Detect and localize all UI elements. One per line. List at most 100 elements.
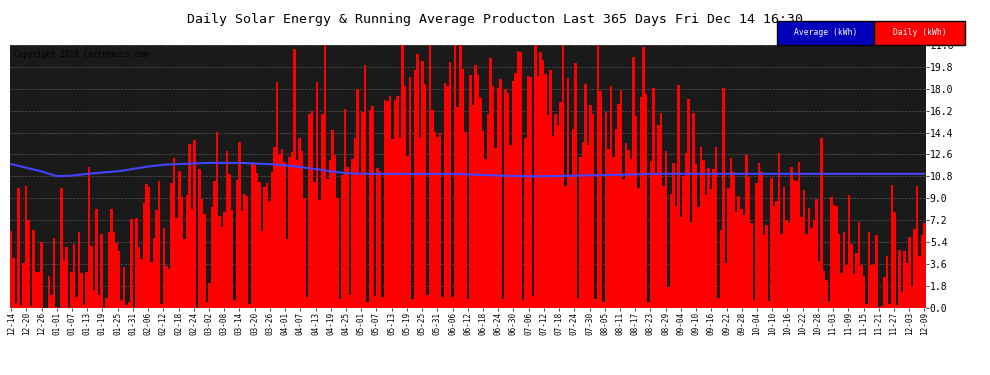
Bar bbox=[509, 145, 512, 308]
Bar bbox=[40, 242, 43, 308]
Bar bbox=[484, 159, 487, 308]
Bar bbox=[499, 79, 502, 308]
Bar bbox=[454, 45, 456, 308]
Bar bbox=[316, 82, 319, 308]
Bar bbox=[903, 251, 906, 308]
Bar bbox=[244, 194, 246, 308]
Bar bbox=[344, 109, 346, 308]
Bar bbox=[193, 140, 196, 308]
Bar bbox=[594, 299, 597, 307]
Bar bbox=[273, 147, 276, 308]
Bar bbox=[540, 52, 542, 308]
Bar bbox=[286, 239, 288, 308]
Bar bbox=[918, 256, 921, 307]
Bar bbox=[838, 234, 841, 308]
Bar bbox=[680, 217, 682, 308]
Bar bbox=[800, 217, 803, 308]
Bar bbox=[50, 295, 52, 307]
Bar bbox=[216, 132, 218, 308]
Bar bbox=[923, 223, 926, 308]
Bar bbox=[708, 168, 710, 308]
Bar bbox=[88, 167, 90, 308]
Bar bbox=[605, 112, 607, 308]
Bar bbox=[670, 194, 672, 308]
Bar bbox=[649, 161, 652, 308]
Bar bbox=[163, 228, 165, 308]
Bar bbox=[607, 150, 610, 308]
Bar bbox=[913, 229, 916, 308]
Bar bbox=[908, 237, 911, 308]
Bar bbox=[126, 305, 128, 308]
Bar bbox=[675, 206, 677, 308]
Bar bbox=[389, 96, 391, 308]
Bar bbox=[765, 225, 767, 308]
Bar bbox=[411, 299, 414, 307]
Bar bbox=[353, 138, 356, 308]
Bar bbox=[893, 212, 896, 308]
Bar bbox=[434, 132, 437, 308]
Bar bbox=[459, 45, 461, 308]
Bar bbox=[206, 302, 208, 307]
Bar bbox=[93, 290, 95, 308]
Bar bbox=[321, 114, 324, 308]
Bar bbox=[664, 151, 667, 308]
Bar bbox=[456, 108, 459, 307]
Bar bbox=[419, 138, 422, 308]
Bar bbox=[351, 159, 353, 308]
Bar bbox=[833, 205, 836, 308]
Bar bbox=[442, 297, 444, 307]
Bar bbox=[241, 211, 244, 308]
Bar bbox=[702, 160, 705, 308]
Bar bbox=[808, 208, 810, 308]
Bar bbox=[113, 232, 115, 308]
Bar bbox=[492, 86, 494, 308]
Bar bbox=[916, 186, 918, 308]
Bar bbox=[65, 247, 67, 308]
Bar bbox=[695, 164, 697, 308]
Bar bbox=[306, 297, 309, 307]
Bar bbox=[647, 302, 649, 307]
Bar bbox=[160, 304, 163, 307]
Bar bbox=[692, 113, 695, 308]
Bar bbox=[850, 244, 853, 308]
Bar bbox=[283, 162, 286, 308]
Bar bbox=[610, 86, 612, 308]
Bar bbox=[138, 247, 141, 308]
Bar bbox=[319, 200, 321, 308]
Bar bbox=[121, 300, 123, 307]
Bar bbox=[625, 143, 627, 308]
Bar bbox=[672, 163, 675, 308]
Bar bbox=[898, 250, 901, 307]
Bar bbox=[331, 130, 334, 308]
Bar bbox=[542, 60, 545, 308]
Bar bbox=[437, 137, 439, 308]
Bar bbox=[55, 307, 57, 308]
Bar bbox=[118, 251, 121, 308]
Bar bbox=[487, 114, 489, 308]
Bar bbox=[793, 180, 795, 308]
Bar bbox=[368, 111, 371, 308]
Bar bbox=[48, 276, 50, 308]
Bar bbox=[730, 158, 733, 308]
Bar bbox=[30, 306, 33, 308]
Bar bbox=[183, 239, 185, 308]
Bar bbox=[52, 238, 55, 308]
Bar bbox=[733, 172, 735, 308]
Bar bbox=[885, 256, 888, 307]
Bar bbox=[246, 196, 248, 308]
Bar bbox=[361, 112, 363, 308]
Bar bbox=[710, 189, 713, 308]
Bar bbox=[868, 232, 870, 308]
Bar bbox=[155, 210, 158, 308]
Bar bbox=[562, 45, 564, 308]
Bar bbox=[757, 163, 760, 308]
Bar bbox=[234, 300, 236, 307]
Bar bbox=[745, 155, 747, 308]
Bar bbox=[906, 262, 908, 308]
Bar bbox=[469, 75, 471, 308]
Bar bbox=[644, 94, 647, 308]
Bar bbox=[643, 46, 644, 308]
Bar bbox=[783, 187, 785, 308]
Bar bbox=[788, 222, 790, 308]
Bar bbox=[522, 300, 525, 307]
